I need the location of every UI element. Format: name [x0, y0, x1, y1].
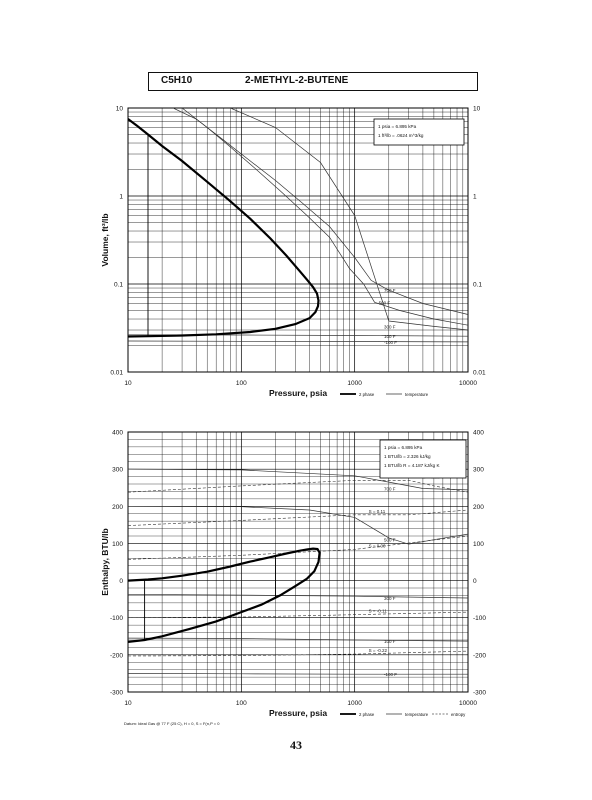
y-tick-label-right: 1 — [473, 194, 477, 201]
entropy-line — [128, 480, 468, 493]
saturation-dome — [128, 547, 321, 643]
y-tick-label: 300 — [112, 467, 123, 474]
entropy-label: S = 0.00 — [369, 543, 386, 548]
y-tick-label: 0.01 — [110, 370, 123, 377]
isotherm-label: 500 F — [384, 538, 396, 543]
y-tick-label: 200 — [112, 504, 123, 511]
entropy-line — [128, 611, 468, 618]
x-tick-label: 10 — [124, 380, 132, 387]
isotherm-label: -100 F — [384, 340, 397, 345]
y-tick-label-right: 400 — [473, 430, 484, 437]
y-tick-label-right: -200 — [473, 652, 486, 659]
plot-area — [128, 108, 468, 343]
datum-footnote: Datum: Ideal Gas @ 77 F (25 C), H = 0, S… — [124, 721, 220, 726]
x-tick-label: 1000 — [347, 700, 362, 707]
isotherm-line — [128, 468, 468, 491]
isotherm-line — [172, 108, 468, 315]
conversion-box — [379, 439, 467, 479]
y-tick-label-right: 100 — [473, 541, 484, 548]
y-tick-label-right: 0.01 — [473, 370, 486, 377]
conversion-box — [373, 118, 465, 146]
compound-name: 2-METHYL-2-BUTENE — [245, 75, 349, 86]
isotherm-label: 100 F — [384, 334, 396, 339]
saturation-dome — [128, 118, 320, 338]
y-tick-label: -200 — [110, 652, 123, 659]
y-tick-label: 0.1 — [114, 282, 123, 289]
legend-label: entropy — [451, 712, 466, 717]
isotherm-label: 100 F — [384, 639, 396, 644]
x-tick-label: 100 — [236, 700, 247, 707]
legend-label: 2 phase — [359, 392, 375, 397]
isotherm-line — [181, 108, 468, 326]
y-tick-label: -100 — [110, 615, 123, 622]
conversion-text: 1 ft³/lb = .0624 m^3/kg — [378, 133, 424, 138]
y-tick-label: 100 — [112, 541, 123, 548]
y-tick-label: 10 — [116, 106, 124, 113]
y-tick-label-right: 200 — [473, 504, 484, 511]
isotherm-label: 300 F — [384, 324, 396, 329]
x-tick-label: 10000 — [459, 380, 477, 387]
isotherm-line — [128, 505, 468, 545]
isotherm-label: 700 F — [384, 486, 396, 491]
x-axis-label: Pressure, psia — [269, 388, 327, 398]
isotherm-label: 300 F — [384, 596, 396, 601]
legend-label: temperature — [405, 712, 429, 717]
isotherm-label: 700 F — [384, 288, 396, 293]
title-box: C5H10 2-METHYL-2-BUTENE — [148, 72, 478, 91]
plot-frame — [127, 431, 469, 693]
isotherm-line — [128, 340, 468, 343]
y-tick-label-right: 10 — [473, 106, 481, 113]
y-tick-label: 1 — [119, 194, 123, 201]
entropy-label: S = -0.22 — [369, 648, 388, 653]
isotherm-label: 500 F — [379, 300, 391, 305]
grid — [127, 431, 468, 693]
entropy-label: S = 0.11 — [369, 509, 386, 514]
x-tick-label: 100 — [236, 380, 247, 387]
page-number: 43 — [290, 738, 302, 752]
y-axis-label: Volume, ft³/lb — [100, 213, 110, 266]
conversion-text: 1 psia = 6.895 kPa — [384, 445, 423, 450]
legend-label: temperature — [405, 392, 429, 397]
x-axis-label: Pressure, psia — [269, 708, 327, 718]
y-tick-label-right: -300 — [473, 690, 486, 697]
plot-area — [128, 468, 468, 675]
isotherm-line — [128, 673, 468, 675]
isotherm-line — [128, 637, 468, 642]
entropy-label: S = -0.11 — [369, 609, 388, 614]
y-tick-label: 0 — [119, 578, 123, 585]
y-tick-label: -300 — [110, 690, 123, 697]
x-tick-label: 10000 — [459, 700, 477, 707]
x-tick-label: 1000 — [347, 380, 362, 387]
legend-label: 2 phase — [359, 712, 375, 717]
y-tick-label-right: -100 — [473, 615, 486, 622]
grid — [127, 108, 468, 373]
x-tick-label: 10 — [124, 700, 132, 707]
y-tick-label-right: 300 — [473, 467, 484, 474]
plot-frame — [127, 107, 469, 373]
y-tick-label-right: 0.1 — [473, 282, 482, 289]
entropy-line — [128, 509, 468, 526]
entropy-line — [128, 535, 468, 560]
chemical-formula: C5H10 — [161, 75, 193, 86]
enthalpy-chart: 10 100 1000 10000-300-200-1000100200300400-… — [100, 430, 486, 727]
y-tick-label: 400 — [112, 430, 123, 437]
conversion-text: 1 BTU/lb R = 4.187 kJ/kg K — [384, 463, 440, 468]
isotherm-line — [128, 593, 468, 599]
conversion-text: 1 BTU/lb = 2.326 kJ/kg — [384, 454, 431, 459]
isotherm-line — [230, 108, 468, 331]
volume-chart: 10 100 1000 100000.010.11100.010.1110Pressu… — [100, 106, 486, 399]
y-tick-label-right: 0 — [473, 578, 477, 585]
y-axis-label: Enthalpy, BTU/lb — [100, 528, 110, 595]
isotherm-label: -100 F — [384, 672, 397, 677]
entropy-line — [128, 650, 468, 657]
conversion-text: 1 psia = 6.895 kPa — [378, 124, 417, 129]
